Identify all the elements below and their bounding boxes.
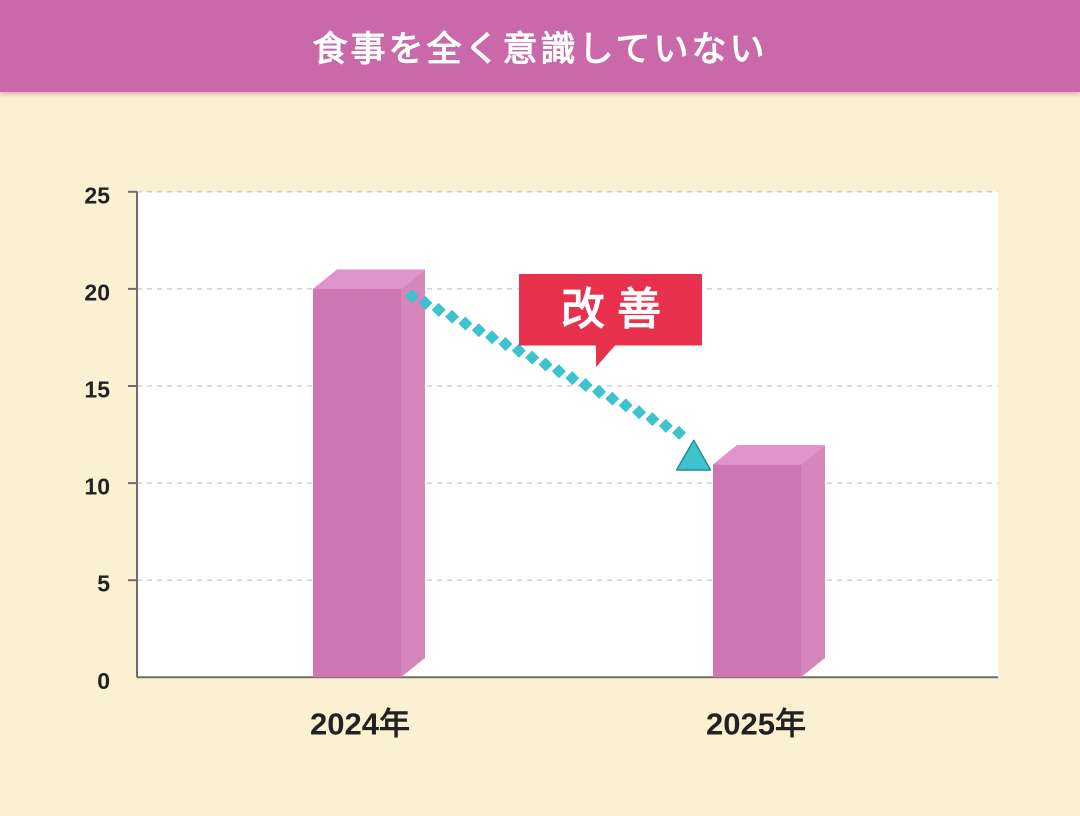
svg-text:10: 10 [84,474,110,500]
svg-text:5: 5 [97,571,110,597]
svg-text:2024年: 2024年 [310,706,410,741]
svg-text:15: 15 [84,377,110,403]
svg-text:20: 20 [84,279,110,305]
svg-text:改 善: 改 善 [561,285,661,334]
svg-text:0: 0 [97,668,110,694]
svg-text:2025年: 2025年 [706,706,806,741]
svg-text:25: 25 [84,182,110,208]
